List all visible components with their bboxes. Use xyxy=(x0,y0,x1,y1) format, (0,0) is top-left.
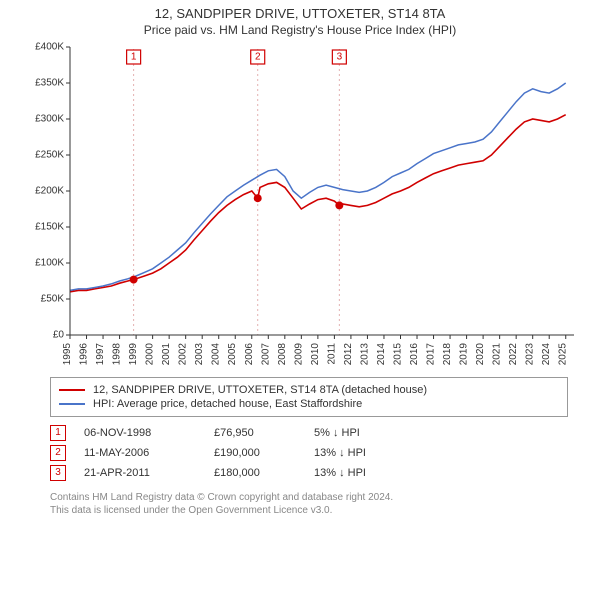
svg-text:£300K: £300K xyxy=(35,114,64,125)
svg-text:2005: 2005 xyxy=(227,342,238,365)
series-price_paid xyxy=(70,115,566,292)
svg-text:£400K: £400K xyxy=(35,42,64,53)
svg-text:2007: 2007 xyxy=(260,342,271,365)
svg-text:£200K: £200K xyxy=(35,186,64,197)
chart-title: 12, SANDPIPER DRIVE, UTTOXETER, ST14 8TA xyxy=(10,6,590,23)
svg-text:2006: 2006 xyxy=(244,342,255,365)
svg-text:2019: 2019 xyxy=(459,342,470,365)
svg-text:2013: 2013 xyxy=(359,342,370,365)
svg-text:1998: 1998 xyxy=(112,342,123,365)
sale-price: £190,000 xyxy=(214,447,314,459)
svg-text:2022: 2022 xyxy=(508,342,519,365)
svg-text:£150K: £150K xyxy=(35,222,64,233)
sale-dot-2 xyxy=(254,194,262,202)
sales-table: 1 06-NOV-1998£76,9505% ↓ HPI 2 11-MAY-2006£… xyxy=(50,425,550,481)
figure-container: 12, SANDPIPER DRIVE, UTTOXETER, ST14 8TA… xyxy=(0,0,600,590)
svg-text:2021: 2021 xyxy=(492,342,503,365)
legend-item: HPI: Average price, detached house, East… xyxy=(59,398,559,410)
svg-text:2014: 2014 xyxy=(376,342,387,365)
sale-date: 06-NOV-1998 xyxy=(84,427,214,439)
sale-delta: 13% ↓ HPI xyxy=(314,467,424,479)
svg-text:2020: 2020 xyxy=(475,342,486,365)
svg-text:2025: 2025 xyxy=(558,342,569,365)
svg-text:£0: £0 xyxy=(53,330,65,341)
sale-delta: 13% ↓ HPI xyxy=(314,447,424,459)
svg-text:1996: 1996 xyxy=(79,342,90,365)
sale-marker-badge: 2 xyxy=(50,445,66,461)
svg-text:2000: 2000 xyxy=(145,342,156,365)
svg-text:2018: 2018 xyxy=(442,342,453,365)
svg-text:£50K: £50K xyxy=(41,294,65,305)
sale-row: 2 11-MAY-2006£190,00013% ↓ HPI xyxy=(50,445,550,461)
legend-label: 12, SANDPIPER DRIVE, UTTOXETER, ST14 8TA… xyxy=(93,384,427,396)
svg-text:2009: 2009 xyxy=(293,342,304,365)
svg-text:2012: 2012 xyxy=(343,342,354,365)
svg-text:2003: 2003 xyxy=(194,342,205,365)
svg-text:1999: 1999 xyxy=(128,342,139,365)
svg-text:2017: 2017 xyxy=(426,342,437,365)
sale-price: £180,000 xyxy=(214,467,314,479)
svg-text:2004: 2004 xyxy=(211,342,222,365)
sale-delta: 5% ↓ HPI xyxy=(314,427,424,439)
svg-text:2002: 2002 xyxy=(178,342,189,365)
sale-row: 3 21-APR-2011£180,00013% ↓ HPI xyxy=(50,465,550,481)
price-chart: £0 £50K £100K £150K £200K £250K £300K £350K £400… xyxy=(20,41,580,371)
sale-marker-badge: 3 xyxy=(50,465,66,481)
svg-text:£100K: £100K xyxy=(35,258,64,269)
sale-row: 1 06-NOV-1998£76,9505% ↓ HPI xyxy=(50,425,550,441)
svg-text:1: 1 xyxy=(131,51,137,62)
svg-text:£350K: £350K xyxy=(35,78,64,89)
sale-date: 11-MAY-2006 xyxy=(84,447,214,459)
svg-text:2015: 2015 xyxy=(392,342,403,365)
svg-text:1995: 1995 xyxy=(62,342,73,365)
svg-text:2024: 2024 xyxy=(541,342,552,365)
series-hpi xyxy=(70,83,566,290)
legend-item: 12, SANDPIPER DRIVE, UTTOXETER, ST14 8TA… xyxy=(59,384,559,396)
sale-dot-3 xyxy=(335,201,343,209)
svg-text:1997: 1997 xyxy=(95,342,106,365)
legend-label: HPI: Average price, detached house, East… xyxy=(93,398,362,410)
footer-attribution: Contains HM Land Registry data © Crown c… xyxy=(50,491,570,517)
svg-text:2010: 2010 xyxy=(310,342,321,365)
svg-text:3: 3 xyxy=(337,51,343,62)
legend: 12, SANDPIPER DRIVE, UTTOXETER, ST14 8TA… xyxy=(50,377,568,417)
sale-dot-1 xyxy=(130,275,138,283)
svg-text:2011: 2011 xyxy=(326,342,337,364)
svg-text:£250K: £250K xyxy=(35,150,64,161)
sale-date: 21-APR-2011 xyxy=(84,467,214,479)
sale-price: £76,950 xyxy=(214,427,314,439)
svg-text:2023: 2023 xyxy=(525,342,536,365)
chart-subtitle: Price paid vs. HM Land Registry's House … xyxy=(10,23,590,37)
svg-text:2016: 2016 xyxy=(409,342,420,365)
svg-text:2008: 2008 xyxy=(277,342,288,365)
svg-text:2001: 2001 xyxy=(161,342,172,365)
footer-line: Contains HM Land Registry data © Crown c… xyxy=(50,491,570,504)
legend-swatch xyxy=(59,389,85,391)
svg-text:2: 2 xyxy=(255,51,261,62)
legend-swatch xyxy=(59,403,85,405)
footer-line: This data is licensed under the Open Gov… xyxy=(50,504,570,517)
sale-marker-badge: 1 xyxy=(50,425,66,441)
